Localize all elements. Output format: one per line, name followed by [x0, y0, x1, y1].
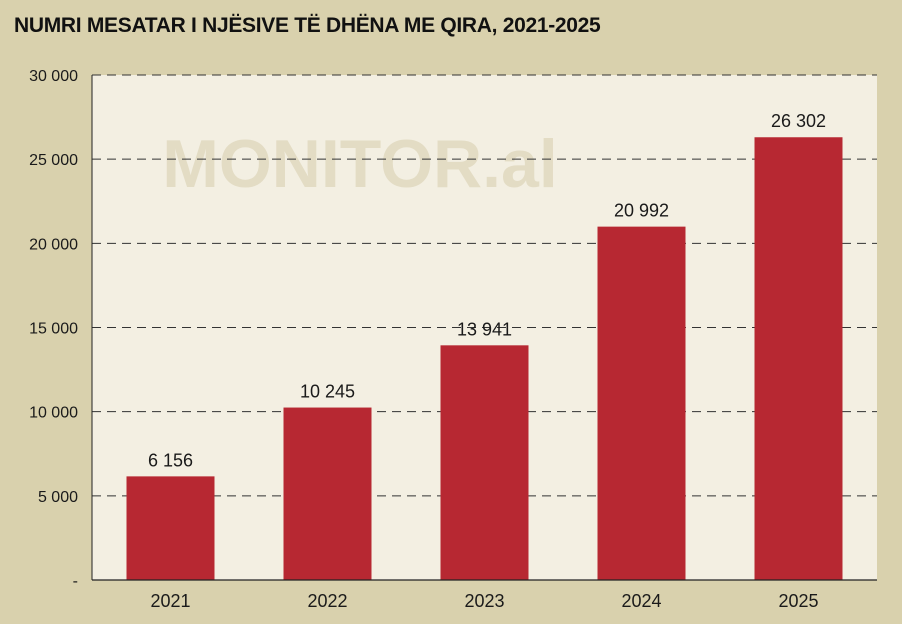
x-tick-label: 2022 — [307, 591, 347, 611]
y-tick-label: 30 000 — [29, 68, 78, 85]
y-tick-label: 25 000 — [29, 152, 78, 169]
bar-value-label: 6 156 — [148, 450, 193, 470]
x-tick-label: 2021 — [150, 591, 190, 611]
y-tick-label: - — [73, 573, 78, 590]
bar-value-label: 20 992 — [614, 201, 669, 221]
chart-title: NUMRI MESATAR I NJËSIVE TË DHËNA ME QIRA… — [14, 14, 601, 37]
axes — [91, 75, 877, 581]
y-tick-label: 15 000 — [29, 321, 78, 338]
labels: - 5 000 10 000 15 000 20 000 25 000 30 000 6 15… — [29, 68, 826, 611]
bar-value-label: 26 302 — [771, 111, 826, 131]
bar-2022 — [283, 407, 372, 580]
bar-value-label: 13 941 — [457, 319, 512, 339]
bar-2023 — [440, 345, 529, 580]
bar-value-label: 10 245 — [300, 382, 355, 402]
bar-2025 — [754, 137, 843, 580]
y-tick-label: 5 000 — [38, 489, 78, 506]
x-tick-label: 2024 — [621, 591, 661, 611]
watermark-logo: MONITOR.al — [162, 126, 557, 202]
bar-2021 — [126, 476, 215, 580]
y-tick-label: 20 000 — [29, 236, 78, 253]
x-tick-label: 2023 — [464, 591, 504, 611]
x-tick-label: 2025 — [778, 591, 818, 611]
bar-2024 — [597, 226, 686, 580]
bars — [126, 137, 843, 580]
y-tick-label: 10 000 — [29, 405, 78, 422]
